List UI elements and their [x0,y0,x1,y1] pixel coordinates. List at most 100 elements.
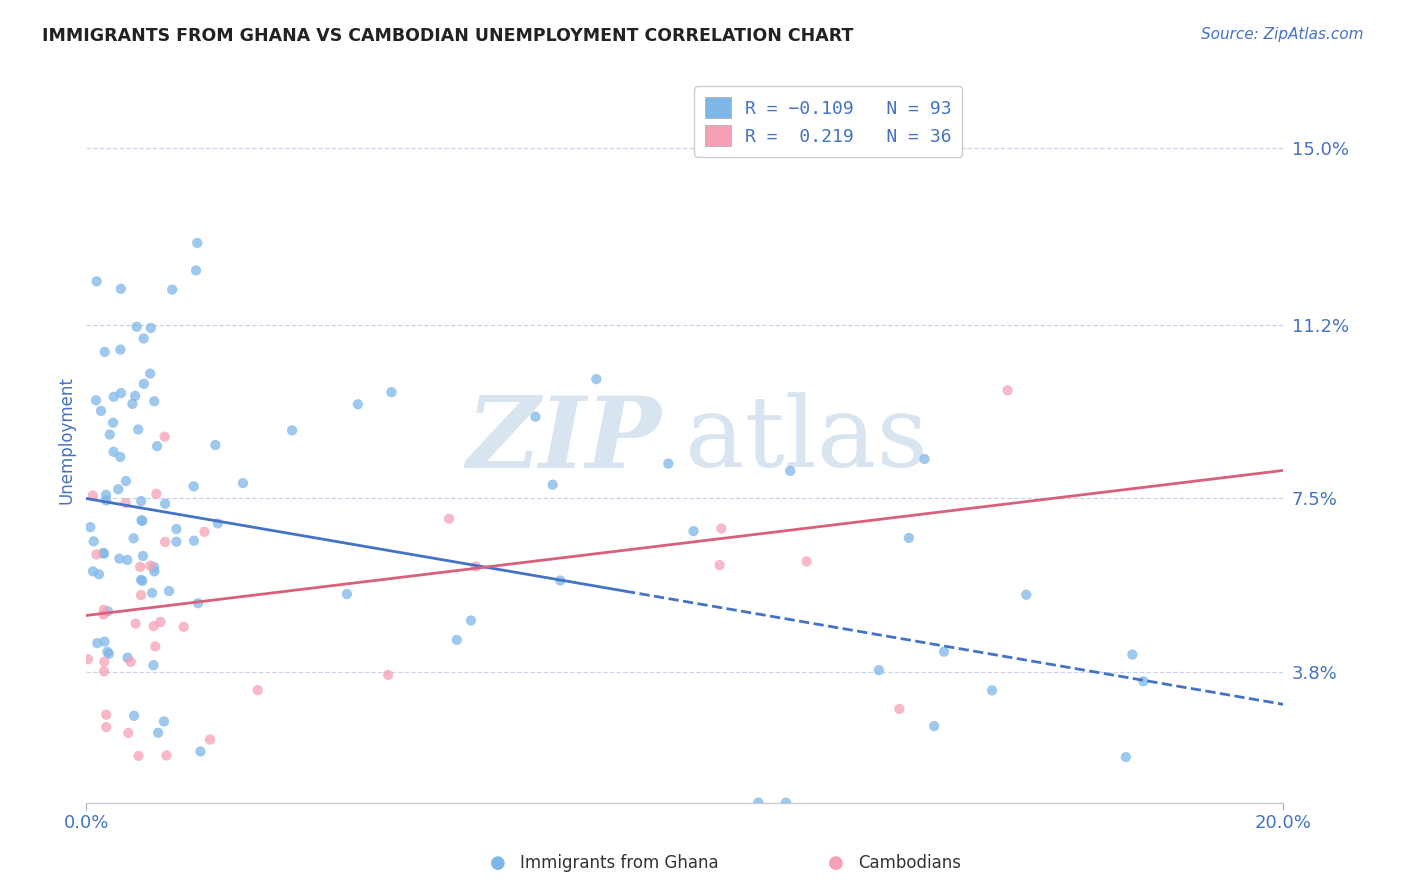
Point [153,430,176,444]
Point [207,516,229,531]
Point [125,319,148,334]
Point [97,647,120,661]
Point [129,588,152,602]
Point [142,658,165,673]
Point [145,487,167,501]
Point [107,482,129,496]
Point [336,587,359,601]
Point [132,331,155,345]
Point [94,488,117,502]
Text: ZIP: ZIP [465,392,661,488]
Point [1121,648,1143,662]
Point [86,548,108,562]
Point [101,416,124,430]
Point [110,386,132,401]
Point [183,533,205,548]
Point [124,616,146,631]
Point [122,532,145,546]
Point [709,558,731,572]
Text: Immigrants from Ghana: Immigrants from Ghana [520,855,718,872]
Point [97,604,120,618]
Point [93,547,115,561]
Point [122,708,145,723]
Point [127,422,149,436]
Point [868,663,890,677]
Point [380,385,402,400]
Point [160,283,183,297]
Point [90,404,112,418]
Point [108,551,131,566]
Point [93,607,115,622]
Point [922,719,945,733]
Point [997,384,1019,398]
Point [153,497,176,511]
Point [585,372,607,386]
Point [149,615,172,629]
Legend: R = −0.109   N = 93, R =  0.219   N = 36: R = −0.109 N = 93, R = 0.219 N = 36 [695,87,963,157]
Point [79,520,101,534]
Point [464,559,486,574]
Point [131,513,153,527]
Point [548,574,571,588]
Point [204,438,226,452]
Point [131,514,153,528]
Point [129,559,152,574]
Point [1115,750,1137,764]
Point [446,632,468,647]
Point [524,409,547,424]
Point [98,427,121,442]
Point [377,668,399,682]
Point [121,397,143,411]
Point [981,683,1004,698]
Point [93,603,115,617]
Point [93,665,115,679]
Point [142,619,165,633]
Point [155,748,177,763]
Point [77,652,100,666]
Point [165,522,187,536]
Point [139,367,162,381]
Point [84,393,107,408]
Point [143,560,166,574]
Point [82,488,104,502]
Point [129,494,152,508]
Point [246,683,269,698]
Point [96,645,118,659]
Point [124,389,146,403]
Point [132,376,155,391]
Point [779,464,801,478]
Point [193,524,215,539]
Point [115,474,138,488]
Point [110,450,132,464]
Point [682,524,704,538]
Point [96,720,118,734]
Point [460,614,482,628]
Point [190,744,212,758]
Point [117,726,139,740]
Point [157,584,180,599]
Point [1015,588,1038,602]
Point [143,565,166,579]
Text: Source: ZipAtlas.com: Source: ZipAtlas.com [1201,27,1364,42]
Point [114,496,136,510]
Point [143,640,166,654]
Point [83,534,105,549]
Point [183,479,205,493]
Point [131,574,153,588]
Point [657,457,679,471]
Point [281,423,304,437]
Point [103,390,125,404]
Text: atlas: atlas [685,392,928,488]
Point [187,596,209,610]
Point [889,702,911,716]
Point [796,554,818,568]
Y-axis label: Unemployment: Unemployment [58,376,75,504]
Point [96,493,118,508]
Point [141,586,163,600]
Text: ●: ● [491,855,506,872]
Point [139,321,162,335]
Point [110,343,132,357]
Point [186,235,208,250]
Point [86,636,108,650]
Point [117,553,139,567]
